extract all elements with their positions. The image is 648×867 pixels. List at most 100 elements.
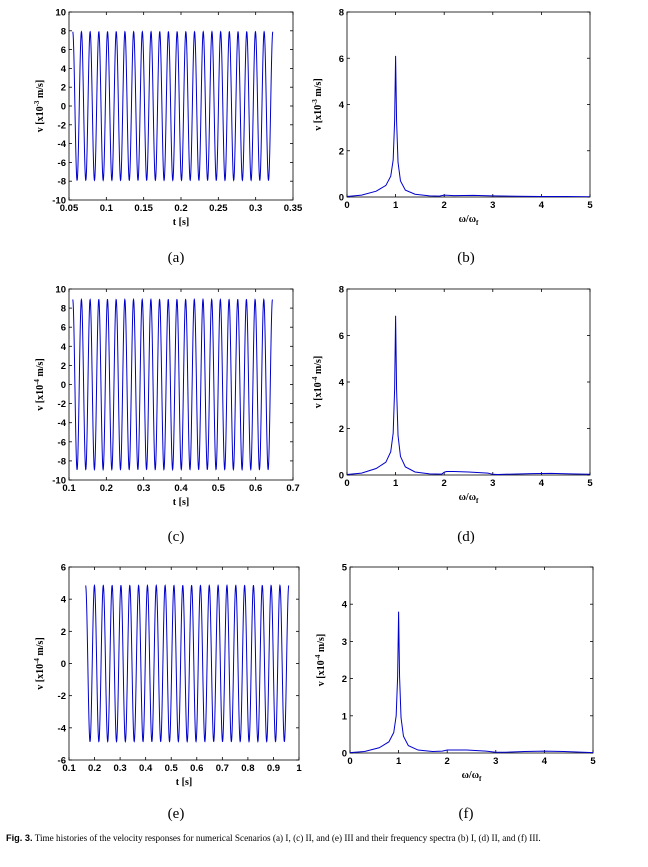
y-tick-label: -4 (58, 723, 67, 734)
y-tick-label: 8 (61, 304, 66, 315)
x-tick-label: 0 (344, 478, 349, 489)
y-tick-label: 6 (61, 323, 66, 334)
y-tick-label: 4 (61, 64, 67, 75)
data-series-line (347, 55, 590, 197)
y-axis-label-exp: -3 (33, 100, 41, 106)
y-tick-label: 8 (61, 26, 66, 37)
y-axis-label-unit: m/s] (35, 80, 46, 101)
x-tick-label: 1 (393, 478, 399, 489)
chart-panel-c: 0.1 0.2 0.3 0.4 0.5 0.6 0.7 -10 -8 -6 -4 -2 0 2 4 6 8 10 t… (33, 285, 300, 509)
x-tick-label: 0.3 (249, 203, 262, 214)
data-series-line (72, 297, 273, 472)
x-tick-label: 0.5 (212, 483, 226, 494)
x-tick-label: 0.9 (267, 763, 280, 774)
y-tick-label: 4 (339, 378, 345, 389)
x-axis-label: ω/ωf (459, 214, 479, 227)
y-axis-label-exp: -4 (311, 376, 319, 382)
y-tick-label: -4 (58, 139, 67, 150)
y-tick-label: -2 (58, 691, 66, 702)
y-tick-label: 0 (342, 749, 347, 760)
y-tick-label: 0 (339, 471, 344, 482)
plot-frame-d (346, 288, 591, 476)
y-tick-label: -8 (58, 177, 66, 188)
y-tick-label: -6 (58, 756, 66, 767)
x-axis-label-sub: f (479, 775, 482, 783)
panel-label-e: (e) (168, 806, 185, 822)
y-tick-label: -10 (52, 196, 66, 207)
y-tick-label: -10 (52, 476, 66, 487)
y-tick-label: -6 (58, 437, 66, 448)
y-axis-label: v [x10-4 m/s] (311, 356, 324, 409)
y-tick-label: 2 (342, 674, 347, 685)
y-tick-label: 5 (342, 563, 348, 574)
x-axis-label: t [s] (176, 777, 192, 788)
y-axis-label-unit: m/s] (35, 358, 46, 379)
x-tick-label: 5 (587, 200, 593, 211)
chart-panel-e: 0.1 0.2 0.3 0.4 0.5 0.6 0.7 0.8 0.9 1 -6 -4 -2 0 2 4 6 t … (33, 563, 302, 789)
panel-label-b: (b) (457, 250, 475, 266)
x-tick-label: 0.4 (174, 483, 188, 494)
x-tick-label: 0.1 (62, 763, 76, 774)
x-tick-label: 3 (490, 478, 495, 489)
x-tick-label: 2 (442, 478, 447, 489)
y-tick-label: 3 (342, 637, 347, 648)
x-tick-label: 0.2 (100, 483, 113, 494)
x-tick-label: 0.6 (190, 763, 203, 774)
y-tick-label: 2 (61, 83, 66, 94)
y-tick-label: 6 (339, 54, 344, 65)
x-tick-label: 0.3 (114, 763, 127, 774)
y-tick-label: 2 (339, 424, 344, 435)
x-tick-label: 0.5 (165, 763, 179, 774)
x-tick-label: 1 (396, 756, 402, 767)
y-axis-label-unit: m/s] (313, 78, 324, 99)
y-tick-label: 0 (61, 102, 66, 113)
y-tick-label: 4 (339, 100, 345, 111)
y-tick-label: -2 (58, 120, 66, 131)
x-axis-label-sub: f (476, 219, 479, 227)
y-tick-label: 6 (61, 45, 66, 56)
x-tick-label: 0.6 (249, 483, 262, 494)
y-axis-label: v [x10-3 m/s] (33, 80, 46, 133)
y-tick-label: 4 (342, 600, 348, 611)
y-axis-label: v [x10-4 m/s] (314, 634, 327, 687)
y-axis-label-exp: -4 (33, 658, 41, 664)
data-series-line (350, 611, 593, 753)
y-axis-label-main: v [x10 (313, 382, 324, 408)
x-tick-label: 3 (493, 756, 498, 767)
y-axis-label-exp: -4 (314, 654, 322, 660)
y-tick-label: 0 (339, 193, 344, 204)
x-tick-label: 0 (347, 756, 352, 767)
y-tick-label: 10 (55, 8, 66, 19)
x-axis-label: ω/ωf (462, 770, 482, 783)
panel-label-d: (d) (457, 529, 475, 545)
y-tick-label: 1 (342, 711, 348, 722)
y-tick-label: -6 (58, 158, 66, 169)
data-series-line (347, 315, 590, 475)
y-tick-label: 0 (61, 659, 66, 670)
y-tick-label: 4 (61, 595, 67, 606)
y-tick-label: -2 (58, 399, 66, 410)
plot-frame-f (349, 566, 594, 754)
x-tick-label: 0 (344, 200, 349, 211)
data-series-line (72, 30, 274, 182)
y-axis-label-main: v [x10 (316, 660, 327, 686)
chart-panel-a: 0.05 0.1 0.15 0.2 0.25 0.3 0.35 -10 -8 -6 -4 -2 0 2 4 6… (33, 8, 303, 229)
y-axis-label-main: v [x10 (313, 105, 324, 131)
x-axis-label: t [s] (173, 497, 189, 508)
x-axis-label-main: ω/ω (462, 770, 479, 781)
x-tick-label: 0.7 (216, 763, 229, 774)
y-axis-label: v [x10-4 m/s] (33, 637, 46, 690)
y-tick-label: 10 (55, 285, 66, 296)
data-series-line (85, 583, 290, 744)
y-tick-label: 8 (339, 8, 344, 19)
x-tick-label: 0.05 (60, 203, 79, 214)
x-tick-label: 0.1 (62, 483, 76, 494)
x-tick-label: 0.35 (284, 203, 303, 214)
y-axis-label: v [x10-4 m/s] (33, 358, 46, 411)
y-axis-label-unit: m/s] (35, 637, 46, 658)
x-tick-label: 0.7 (286, 483, 299, 494)
x-tick-label: 0.25 (209, 203, 228, 214)
x-tick-label: 5 (587, 478, 593, 489)
x-tick-label: 1 (393, 200, 399, 211)
